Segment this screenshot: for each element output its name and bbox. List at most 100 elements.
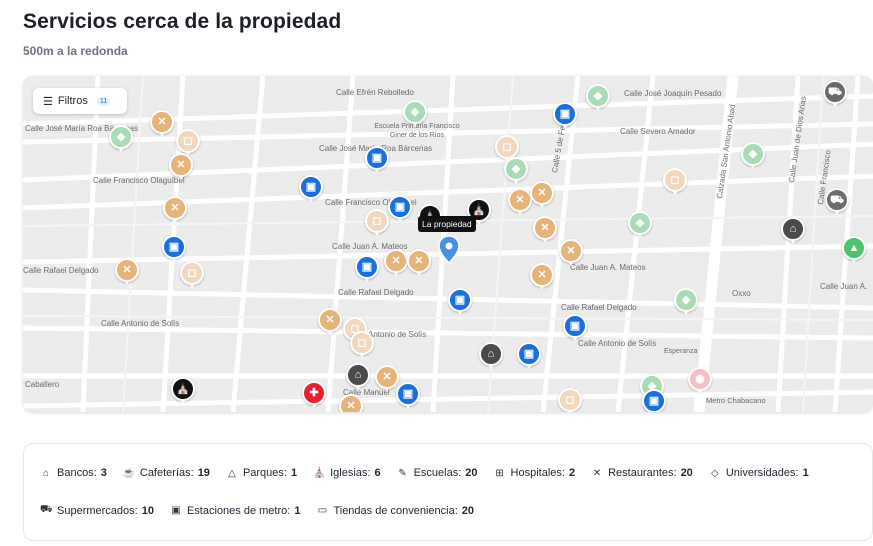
restaurant-pin[interactable]: ✕ xyxy=(559,239,583,267)
bank-pin[interactable]: ⌂ xyxy=(346,363,370,391)
restaurant-icon: ✕ xyxy=(346,399,356,412)
legend-item-banks: ⌂ Bancos: 3 xyxy=(40,467,107,479)
bank-pin[interactable]: ⌂ xyxy=(781,217,805,245)
location-pin-icon xyxy=(438,235,460,265)
filters-button[interactable]: ☰ Filtros 11 xyxy=(33,88,127,114)
school-pin[interactable]: ◆ xyxy=(586,84,610,112)
cafe-pin[interactable]: ◻ xyxy=(176,129,200,157)
metro-icon: ▣ xyxy=(454,293,466,306)
bank-icon: ⌂ xyxy=(487,347,495,360)
street-label: Metro Chabacano xyxy=(706,396,766,405)
legend-label: Hospitales: xyxy=(510,467,565,479)
school-pin[interactable]: ◆ xyxy=(674,288,698,316)
hospital-pin[interactable]: ✚ xyxy=(302,381,326,409)
restaurant-icon: ✕ xyxy=(382,370,392,383)
cafe-pin[interactable]: ◻ xyxy=(365,209,389,237)
metro-pin[interactable]: ▣ xyxy=(563,314,587,342)
legend-item-universities: ◇ Universidades: 1 xyxy=(709,467,809,479)
park-pin[interactable]: ▲ xyxy=(842,236,866,264)
school-pin[interactable]: ◆ xyxy=(628,211,652,239)
supermarket-pin[interactable]: ⛟ xyxy=(823,80,847,108)
restaurant-icon: ✕ xyxy=(540,221,550,234)
school-pin[interactable]: ◆ xyxy=(504,157,528,185)
legend-item-metro: ▣ Estaciones de metro: 1 xyxy=(170,505,300,517)
filters-count-badge: 11 xyxy=(96,96,111,106)
convenience-store-pin[interactable]: ◉ xyxy=(688,367,712,395)
coffee-icon: ◻ xyxy=(670,173,680,186)
metro-icon: ▣ xyxy=(371,151,383,164)
restaurant-icon: ✕ xyxy=(325,313,335,326)
restaurant-icon: ✕ xyxy=(176,158,186,171)
restaurant-icon: ✕ xyxy=(592,467,602,479)
restaurant-pin[interactable]: ✕ xyxy=(508,188,532,216)
metro-pin[interactable]: ▣ xyxy=(553,102,577,130)
bank-pin[interactable]: ⌂ xyxy=(479,342,503,370)
street-label: Calle José Joaquín Pesado xyxy=(624,89,722,98)
metro-pin[interactable]: ▣ xyxy=(388,195,412,223)
property-marker[interactable] xyxy=(437,235,461,265)
legend-item-convenience: ▭ Tiendas de conveniencia: 20 xyxy=(316,505,474,517)
metro-icon: ▣ xyxy=(361,260,373,273)
street-label: Calle Severo Amador xyxy=(620,127,696,136)
legend-count: 1 xyxy=(294,504,301,517)
hospital-icon: ✚ xyxy=(309,386,319,399)
restaurant-pin[interactable]: ✕ xyxy=(115,258,139,286)
cafe-pin[interactable]: ◻ xyxy=(180,261,204,289)
store-icon: ◉ xyxy=(695,372,705,385)
metro-pin[interactable]: ▣ xyxy=(642,389,666,412)
metro-pin[interactable]: ▣ xyxy=(299,175,323,203)
legend-label: Estaciones de metro: xyxy=(186,504,291,517)
cafe-pin[interactable]: ◻ xyxy=(350,331,374,359)
cafe-pin[interactable]: ◻ xyxy=(558,388,582,412)
metro-pin[interactable]: ▣ xyxy=(517,342,541,370)
street-label: Calle Francisco Olaguíbel xyxy=(93,176,185,185)
legend-count: 10 xyxy=(141,504,154,517)
legend-count: 1 xyxy=(290,467,298,479)
restaurant-icon: ✕ xyxy=(566,244,576,257)
map-view[interactable]: Calle Efrén Rebolledo Calle José Joaquín… xyxy=(23,76,873,412)
map-streets xyxy=(23,76,873,412)
school-pin[interactable]: ◆ xyxy=(403,100,427,128)
church-icon: ⛪ xyxy=(472,203,486,216)
legend-row: ⌂ Bancos: 3 ☕ Cafeterías: 19 △ Parques: 1 ⛪ Igl… xyxy=(40,467,825,479)
restaurant-pin[interactable]: ✕ xyxy=(530,181,554,209)
street-label: Esperanza xyxy=(664,348,698,355)
street-label: Calle Antonio de Solís xyxy=(578,339,657,348)
metro-pin[interactable]: ▣ xyxy=(396,382,420,410)
restaurant-pin[interactable]: ✕ xyxy=(318,308,342,336)
restaurant-pin[interactable]: ✕ xyxy=(169,153,193,181)
school-pin[interactable]: ◆ xyxy=(109,125,133,153)
restaurant-icon: ✕ xyxy=(537,186,547,199)
school-icon: ◆ xyxy=(681,293,691,306)
church-pin[interactable]: ⛪ xyxy=(171,377,195,405)
restaurant-pin[interactable]: ✕ xyxy=(530,263,554,291)
metro-pin[interactable]: ▣ xyxy=(162,235,186,263)
metro-pin[interactable]: ▣ xyxy=(355,255,379,283)
school-pin[interactable]: ◆ xyxy=(741,142,765,170)
metro-pin[interactable]: ▣ xyxy=(448,288,472,316)
restaurant-pin[interactable]: ✕ xyxy=(407,249,431,277)
legend-item-restaurants: ✕ Restaurantes: 20 xyxy=(591,467,693,479)
legend-count: 1 xyxy=(802,467,809,479)
street-label: Calle Manuel xyxy=(343,388,390,397)
metro-pin[interactable]: ▣ xyxy=(365,146,389,174)
street-label: Calle Juan A. Mateos xyxy=(570,263,646,272)
restaurant-pin[interactable]: ✕ xyxy=(150,110,174,138)
restaurant-icon: ✕ xyxy=(414,254,424,267)
coffee-icon: ☕ xyxy=(122,467,136,479)
supermarket-pin[interactable]: ⛟ xyxy=(825,188,849,216)
legend-label: Iglesias: xyxy=(330,467,371,479)
cafe-pin[interactable]: ◻ xyxy=(495,135,519,163)
restaurant-pin[interactable]: ✕ xyxy=(163,196,187,224)
cafe-pin[interactable]: ◻ xyxy=(663,168,687,196)
street-label: Calle Antonio de Solís xyxy=(101,319,180,328)
street-label: Calle José María Roa Bárcenas xyxy=(25,124,138,133)
bank-icon: ⌂ xyxy=(789,222,797,235)
legend-item-churches: ⛪ Iglesias: 6 xyxy=(313,467,380,479)
street-label: Calle Juan A. xyxy=(820,282,868,291)
restaurant-pin[interactable]: ✕ xyxy=(339,394,363,412)
restaurant-pin[interactable]: ✕ xyxy=(384,249,408,277)
school-icon: ◆ xyxy=(116,130,126,143)
restaurant-pin[interactable]: ✕ xyxy=(533,216,557,244)
restaurant-pin[interactable]: ✕ xyxy=(375,365,399,393)
